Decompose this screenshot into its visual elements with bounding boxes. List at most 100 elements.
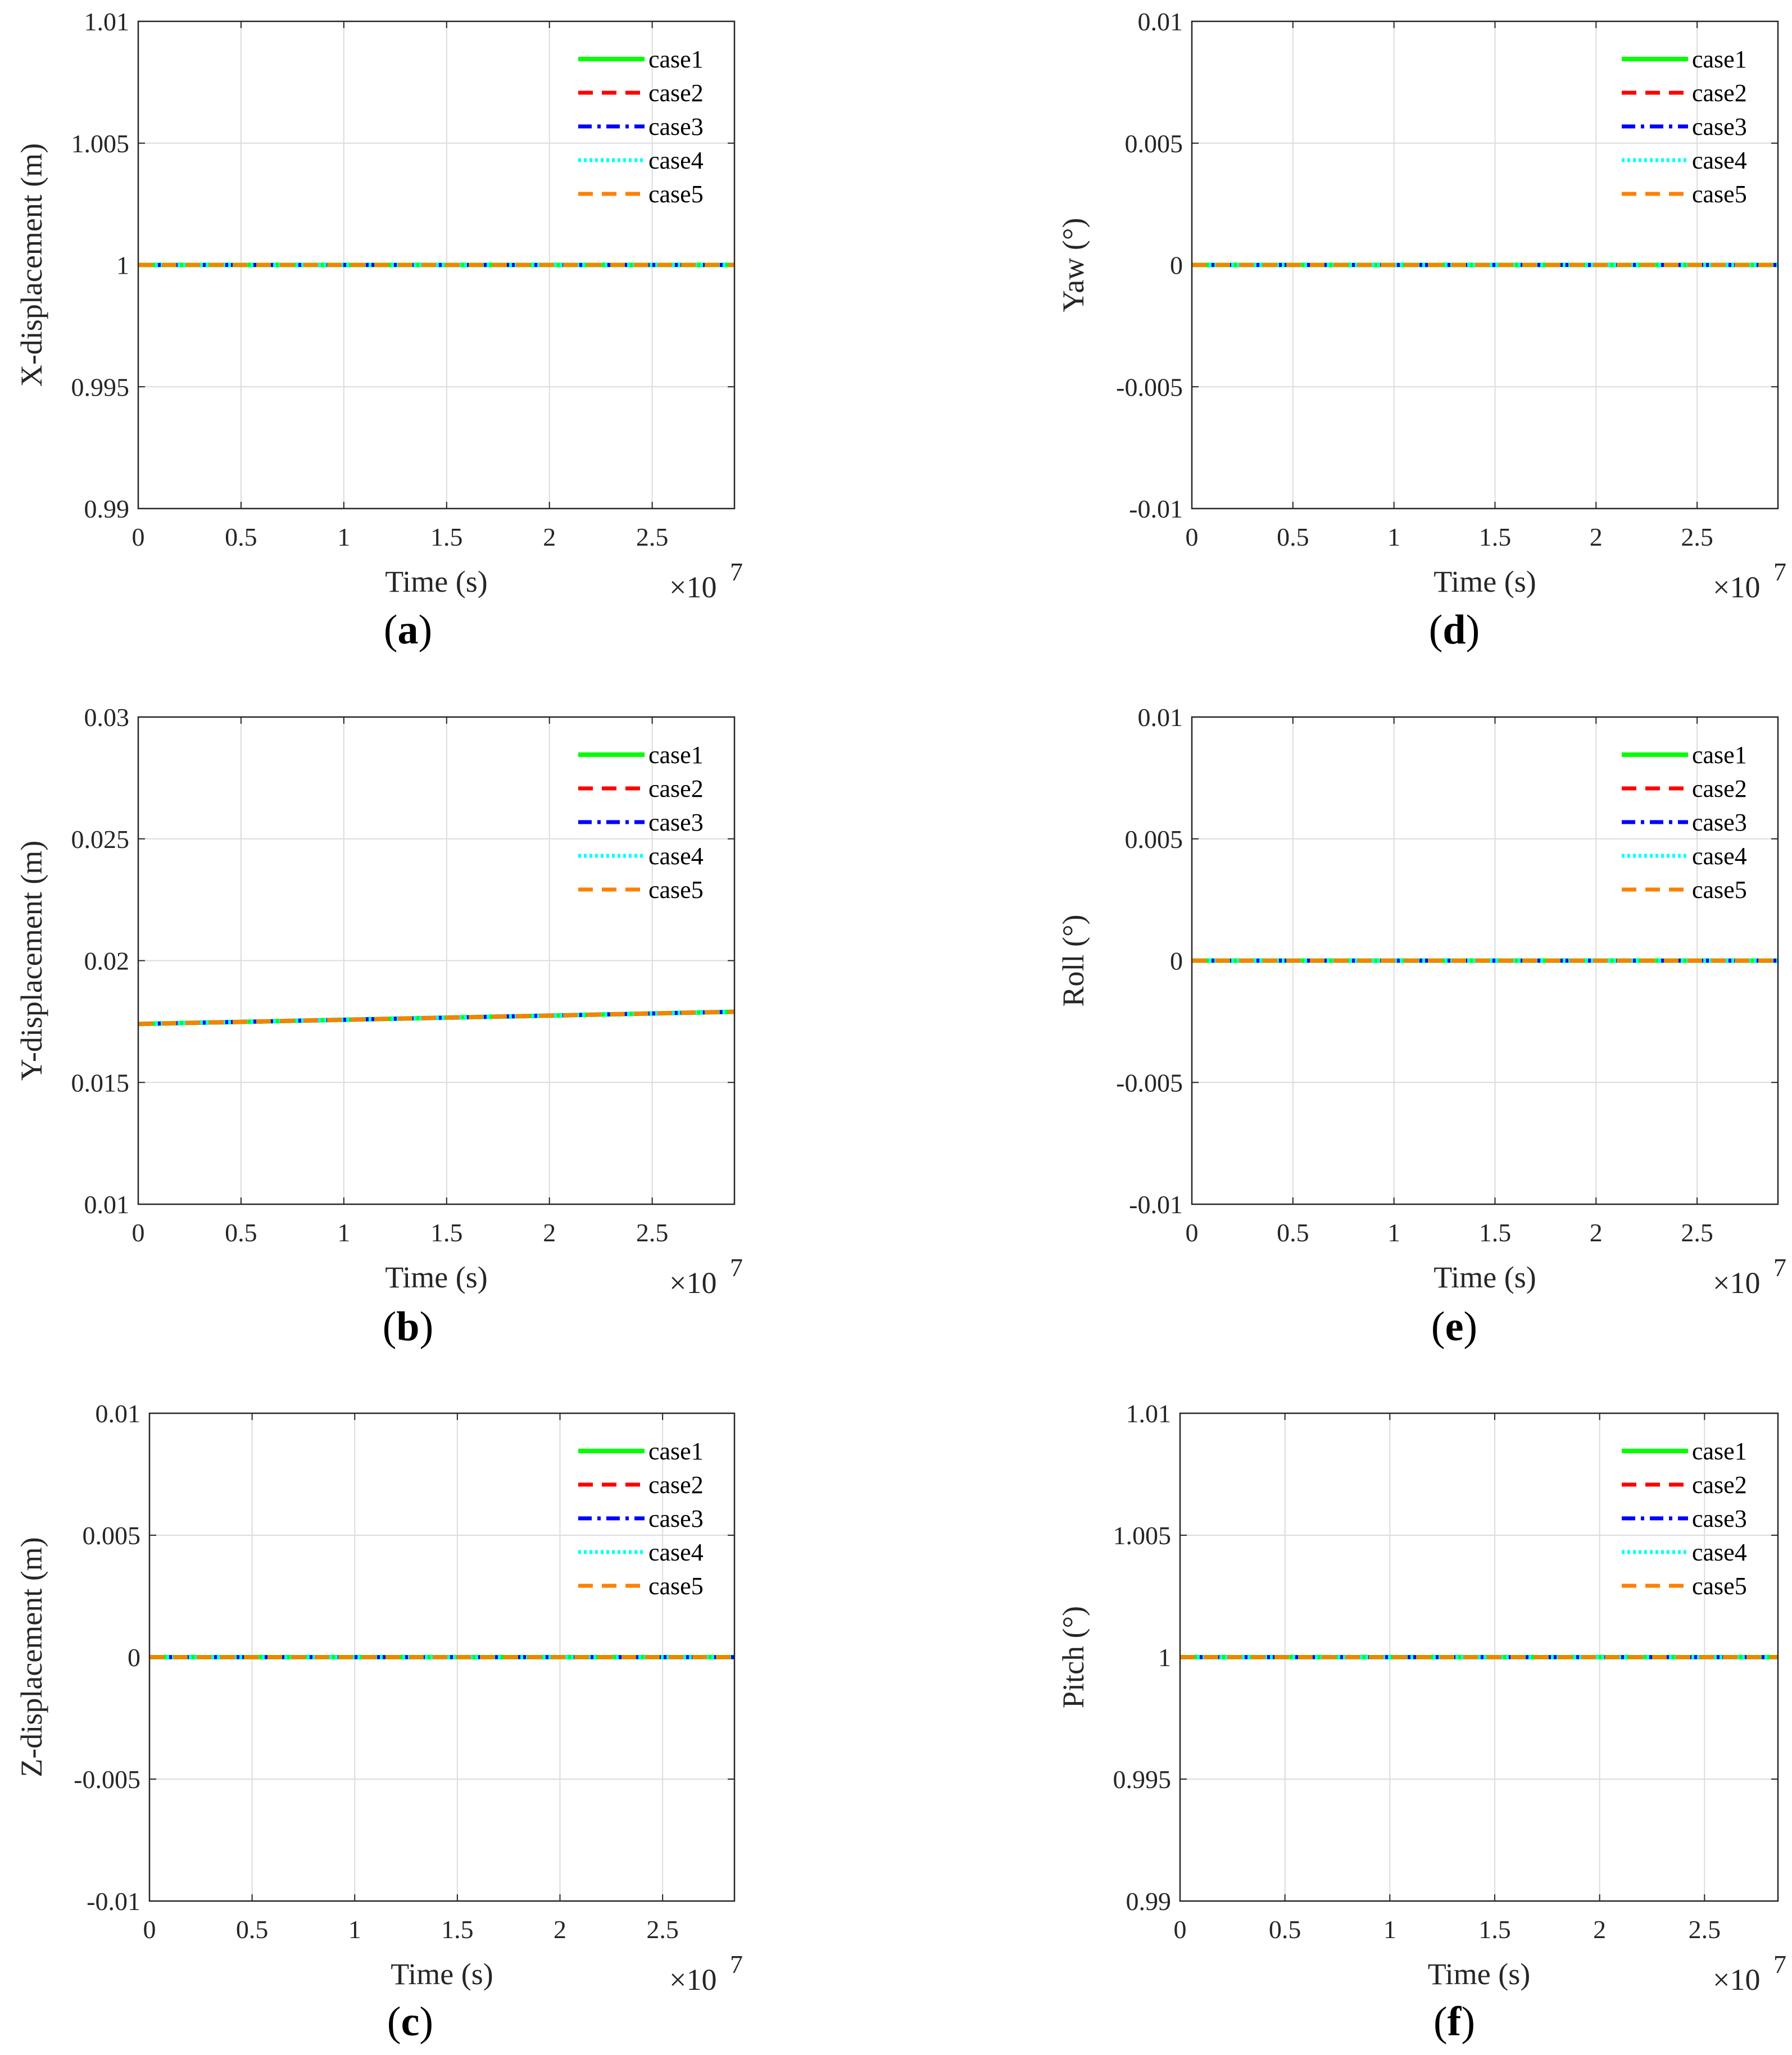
y-tick-label: 1.005	[1113, 1521, 1172, 1550]
legend-label: case1	[648, 1437, 704, 1465]
legend-label: case1	[648, 46, 704, 73]
legend-label: case2	[648, 1471, 704, 1499]
y-tick-label: 0.01	[96, 1399, 141, 1428]
panel-letter: f	[1448, 1999, 1462, 2045]
axes-box	[1191, 716, 1779, 1205]
x-axis-exponent: ×10	[669, 570, 716, 604]
x-tick-label: 0.5	[225, 1218, 257, 1247]
y-tick-label: 1.005	[71, 129, 130, 158]
axes-box	[1191, 20, 1779, 510]
legend-label: case4	[648, 1539, 704, 1566]
y-tick-label: 1.01	[1126, 1399, 1172, 1428]
legend-label: case3	[648, 809, 704, 836]
x-tick-label: 1	[1383, 1915, 1396, 1944]
legend: case1 case2 case3 case4 case5	[578, 46, 704, 208]
x-axis-exponent-power: 7	[730, 1253, 743, 1282]
legend-label: case3	[1692, 1505, 1747, 1532]
x-tick-label: 2.5	[1681, 523, 1713, 551]
y-axis-label: Z-displacement (m)	[15, 1537, 48, 1777]
x-tick-label: 0.5	[1277, 523, 1309, 551]
x-tick-label: 1	[1387, 1218, 1400, 1247]
legend-label: case3	[1692, 809, 1747, 836]
axes-box	[137, 716, 736, 1205]
panel-c: 0 0.5 1 1.5 2 2.5-0.01-0.00500.0050.01case1ca…	[15, 1399, 743, 2045]
x-tick-label: 2	[1590, 1218, 1603, 1247]
x-axis-exponent: ×10	[669, 1266, 716, 1300]
x-tick-label: 2	[543, 523, 556, 551]
y-tick-label: -0.01	[1129, 495, 1183, 523]
panel-label: (a)	[384, 607, 432, 653]
legend: case1 case2 case3 case4 case5	[1622, 46, 1747, 208]
legend: case1 case2 case3 case4 case5	[578, 741, 704, 904]
y-tick-label: 0.005	[1125, 129, 1183, 158]
x-axis-exponent-power: 7	[730, 1950, 743, 1979]
legend: case1 case2 case3 case4 case5	[578, 1437, 704, 1600]
legend-label: case5	[648, 876, 704, 904]
x-tick-label: 0.5	[225, 523, 257, 551]
panel-f: 0 0.5 1 1.5 2 2.50.990.99511.0051.01case1case…	[1056, 1399, 1786, 2045]
panel-letter: c	[401, 1999, 420, 2045]
x-axis-exponent-power: 7	[1773, 1950, 1786, 1979]
y-axis-label: Pitch (°)	[1056, 1606, 1090, 1708]
legend-label: case1	[1692, 741, 1747, 769]
y-tick-label: 0	[1170, 947, 1183, 976]
x-axis-label: Time (s)	[385, 565, 488, 598]
y-tick-label: 0.99	[1126, 1887, 1172, 1916]
panel-letter: b	[396, 1304, 419, 1350]
legend-label: case4	[1692, 842, 1747, 870]
panel-label: (f)	[1433, 1999, 1475, 2045]
x-tick-label: 2	[1593, 1915, 1606, 1944]
x-tick-label: 2.5	[636, 523, 669, 551]
x-axis-label: Time (s)	[385, 1260, 488, 1294]
x-tick-label: 0	[132, 1218, 145, 1247]
series-line-case5	[138, 1010, 735, 1026]
legend-label: case1	[1692, 1437, 1747, 1465]
x-tick-label: 2.5	[646, 1915, 679, 1944]
y-tick-label: 0	[1170, 251, 1183, 280]
legend-label: case5	[1692, 876, 1747, 904]
panel-e: 0 0.5 1 1.5 2 2.5-0.01-0.00500.0050.01case1ca…	[1056, 703, 1786, 1350]
x-tick-label: 0.5	[236, 1915, 269, 1944]
y-axis-label: Yaw (°)	[1056, 218, 1090, 312]
x-axis-exponent: ×10	[1713, 1266, 1760, 1300]
y-tick-label: 0	[128, 1643, 140, 1672]
x-tick-label: 0	[132, 523, 145, 551]
x-tick-label: 0	[1186, 523, 1199, 551]
y-tick-label: 0.01	[1138, 7, 1183, 36]
x-tick-label: 1.5	[1479, 1218, 1512, 1247]
x-tick-label: 0	[1186, 1218, 1199, 1247]
y-tick-label: -0.005	[1116, 373, 1183, 401]
legend-label: case2	[648, 79, 704, 107]
y-tick-label: 0.01	[1138, 703, 1183, 732]
x-axis-label: Time (s)	[1428, 1957, 1531, 1991]
y-tick-label: 0.015	[71, 1068, 130, 1097]
x-tick-label: 2.5	[1681, 1218, 1713, 1247]
y-tick-label: 1	[116, 251, 129, 280]
axes-box	[1179, 1412, 1779, 1902]
legend: case1 case2 case3 case4 case5	[1622, 1437, 1747, 1600]
legend-label: case1	[1692, 46, 1747, 73]
y-tick-label: -0.01	[1129, 1190, 1183, 1219]
legend-label: case5	[648, 180, 704, 208]
x-axis-label: Time (s)	[391, 1957, 493, 1991]
legend: case1 case2 case3 case4 case5	[1622, 741, 1747, 904]
y-tick-label: -0.005	[74, 1765, 140, 1794]
x-axis-exponent-power: 7	[1773, 557, 1786, 586]
legend-label: case2	[648, 775, 704, 802]
y-tick-label: 0.005	[1125, 825, 1183, 854]
x-tick-label: 2	[554, 1915, 566, 1944]
y-tick-label: 0.025	[71, 825, 130, 854]
legend-label: case5	[1692, 180, 1747, 208]
x-tick-label: 2	[1590, 523, 1603, 551]
panel-letter: e	[1445, 1304, 1464, 1350]
y-tick-label: -0.01	[87, 1887, 140, 1916]
y-tick-label: 0.005	[83, 1521, 141, 1550]
panel-letter: a	[398, 607, 419, 653]
axes-box	[137, 20, 736, 510]
y-tick-label: 1.01	[84, 7, 130, 36]
y-tick-label: -0.005	[1116, 1068, 1183, 1097]
legend-label: case2	[1692, 1471, 1747, 1499]
x-axis-label: Time (s)	[1433, 1260, 1536, 1294]
legend-label: case5	[648, 1572, 704, 1600]
legend-label: case5	[1692, 1572, 1747, 1600]
